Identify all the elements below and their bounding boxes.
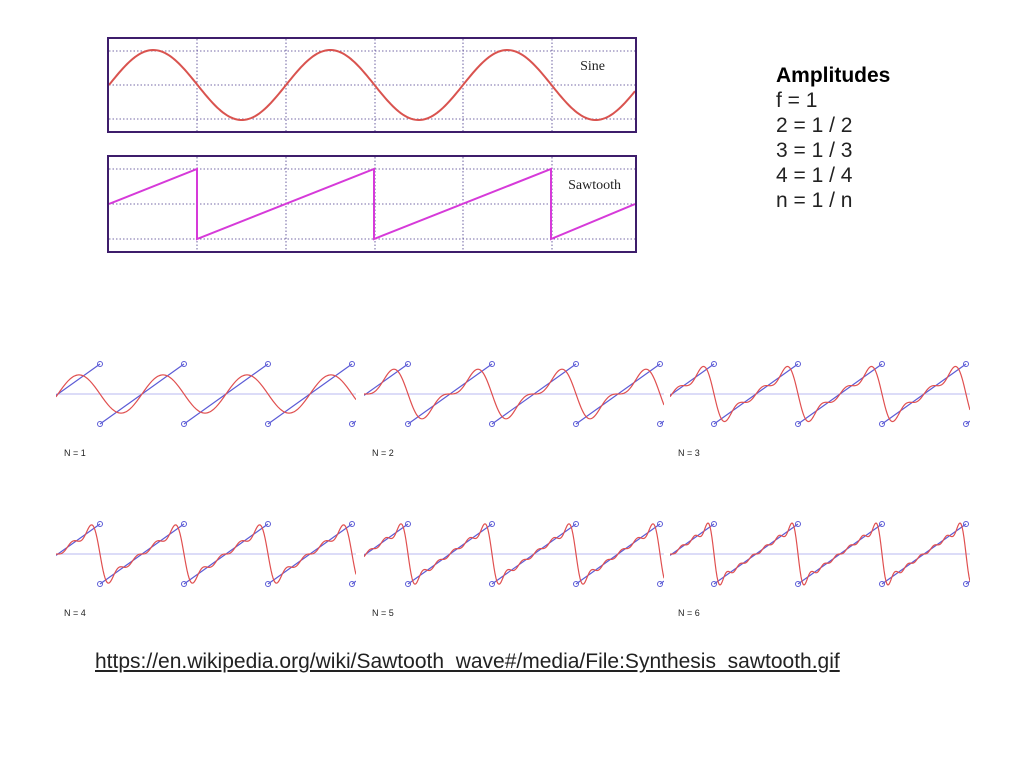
- fourier-approximation-curve: [364, 523, 664, 585]
- synthesis-panel: N = 3: [670, 360, 970, 480]
- synthesis-plot: [670, 361, 970, 427]
- harmonic-count-label: N = 6: [678, 608, 700, 618]
- discontinuity-marker: [657, 581, 663, 587]
- discontinuity-marker: [405, 421, 411, 427]
- discontinuity-marker: [795, 361, 801, 367]
- discontinuity-marker: [349, 361, 355, 367]
- source-link[interactable]: https://en.wikipedia.org/wiki/Sawtooth_w…: [95, 650, 840, 673]
- discontinuity-marker: [181, 421, 187, 427]
- discontinuity-marker: [573, 421, 579, 427]
- discontinuity-marker: [349, 521, 355, 527]
- discontinuity-marker: [795, 421, 801, 427]
- discontinuity-marker: [265, 581, 271, 587]
- harmonic-count-label: N = 4: [64, 608, 86, 618]
- discontinuity-marker: [489, 421, 495, 427]
- discontinuity-marker: [573, 521, 579, 527]
- discontinuity-marker: [711, 421, 717, 427]
- discontinuity-marker: [879, 521, 885, 527]
- discontinuity-marker: [879, 421, 885, 427]
- synthesis-plot: [364, 521, 664, 587]
- fourier-approximation-curve: [670, 365, 970, 423]
- amplitude-line: f = 1: [776, 89, 818, 112]
- discontinuity-marker: [573, 581, 579, 587]
- synthesis-panel: N = 1: [56, 360, 356, 480]
- harmonic-count-label: N = 5: [372, 608, 394, 618]
- synthesis-plot: [670, 521, 970, 587]
- harmonic-count-label: N = 1: [64, 448, 86, 458]
- synthesis-plot: [56, 361, 356, 427]
- harmonic-count-label: N = 2: [372, 448, 394, 458]
- amplitudes-heading: Amplitudes: [776, 64, 891, 87]
- discontinuity-marker: [349, 421, 355, 427]
- discontinuity-marker: [711, 521, 717, 527]
- discontinuity-marker: [795, 521, 801, 527]
- discontinuity-marker: [963, 361, 969, 367]
- synthesis-panel: N = 5: [364, 520, 664, 640]
- synthesis-panel: N = 2: [364, 360, 664, 480]
- discontinuity-marker: [657, 521, 663, 527]
- synthesis-panel: N = 4: [56, 520, 356, 640]
- sawtooth-wave-plot: Sawtooth: [107, 155, 637, 253]
- discontinuity-marker: [181, 521, 187, 527]
- fourier-approximation-curve: [56, 374, 356, 414]
- fourier-approximation-curve: [364, 368, 664, 420]
- amplitudes-list: Amplitudes f = 1 2 = 1 / 2 3 = 1 / 3 4 =…: [776, 63, 890, 213]
- sine-wave-plot: Sine: [107, 37, 637, 133]
- discontinuity-marker: [963, 521, 969, 527]
- discontinuity-marker: [711, 361, 717, 367]
- discontinuity-marker: [405, 521, 411, 527]
- sawtooth-wave-svg: [109, 157, 635, 251]
- sawtooth-label: Sawtooth: [566, 178, 623, 194]
- discontinuity-marker: [489, 361, 495, 367]
- synthesis-plot: [364, 361, 664, 427]
- sawtooth-target-segment: [364, 363, 409, 396]
- discontinuity-marker: [349, 581, 355, 587]
- discontinuity-marker: [963, 581, 969, 587]
- sawtooth-target-segment: [56, 363, 101, 396]
- amplitude-line: 2 = 1 / 2: [776, 114, 853, 137]
- discontinuity-marker: [573, 361, 579, 367]
- synthesis-panel: N = 6: [670, 520, 970, 640]
- sine-wave-svg: [109, 39, 635, 131]
- sine-label: Sine: [578, 59, 607, 75]
- discontinuity-marker: [489, 521, 495, 527]
- discontinuity-marker: [795, 581, 801, 587]
- discontinuity-marker: [97, 581, 103, 587]
- discontinuity-marker: [97, 521, 103, 527]
- discontinuity-marker: [489, 581, 495, 587]
- discontinuity-marker: [405, 361, 411, 367]
- fourier-approximation-curve: [56, 524, 356, 584]
- discontinuity-marker: [97, 361, 103, 367]
- discontinuity-marker: [963, 421, 969, 427]
- discontinuity-marker: [181, 361, 187, 367]
- discontinuity-marker: [879, 581, 885, 587]
- discontinuity-marker: [405, 581, 411, 587]
- discontinuity-marker: [657, 421, 663, 427]
- synthesis-plot: [56, 521, 356, 587]
- sine-curve: [109, 48, 635, 122]
- amplitude-line: 3 = 1 / 3: [776, 139, 853, 162]
- harmonic-count-label: N = 3: [678, 448, 700, 458]
- discontinuity-marker: [265, 421, 271, 427]
- fourier-approximation-curve: [670, 522, 970, 586]
- discontinuity-marker: [97, 421, 103, 427]
- sawtooth-curve: [109, 167, 635, 241]
- sawtooth-target-segment: [364, 523, 409, 556]
- discontinuity-marker: [265, 361, 271, 367]
- discontinuity-marker: [711, 581, 717, 587]
- amplitude-line: 4 = 1 / 4: [776, 164, 853, 187]
- discontinuity-marker: [181, 581, 187, 587]
- sawtooth-target-segment: [56, 523, 101, 556]
- discontinuity-marker: [265, 521, 271, 527]
- sawtooth-target-segment: [670, 363, 715, 396]
- amplitude-line: n = 1 / n: [776, 189, 853, 212]
- discontinuity-marker: [657, 361, 663, 367]
- discontinuity-marker: [879, 361, 885, 367]
